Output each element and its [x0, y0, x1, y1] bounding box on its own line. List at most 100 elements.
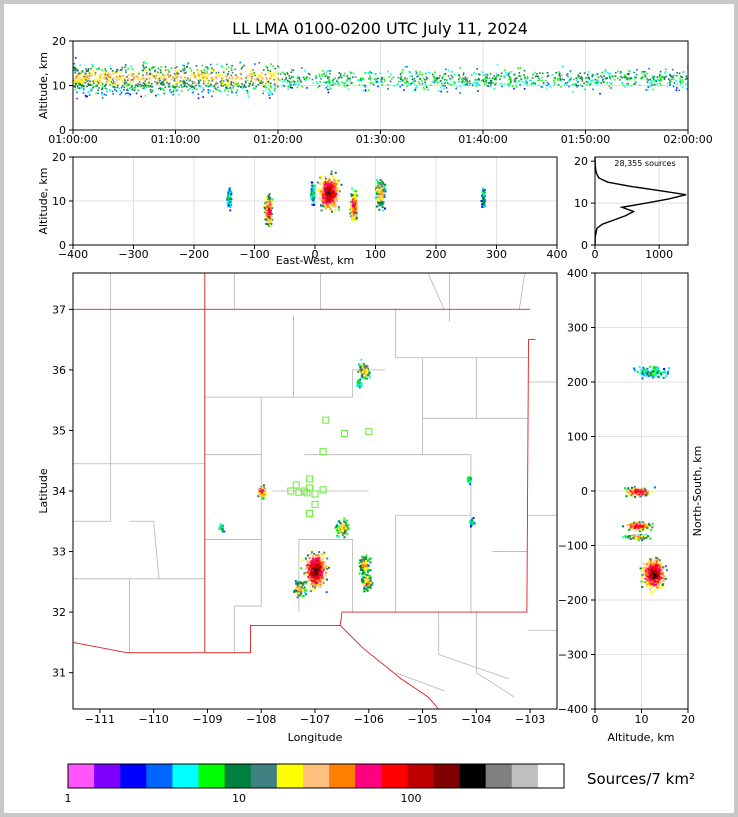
time-source-mark	[112, 82, 114, 85]
map-source-mark	[467, 479, 470, 482]
ew-source-mark	[271, 219, 274, 222]
ew-source-mark	[324, 208, 327, 211]
time-source-mark	[669, 74, 672, 76]
time-source-mark	[214, 83, 217, 85]
time-source-mark	[173, 86, 175, 89]
ew-source-mark	[329, 205, 332, 208]
time-source-mark	[547, 74, 549, 77]
map-source-mark	[320, 578, 323, 581]
time-source-mark	[90, 89, 93, 92]
time-source-mark	[328, 79, 330, 81]
map-source-mark	[300, 586, 303, 589]
time-source-mark	[273, 78, 275, 81]
time-source-mark	[424, 83, 427, 86]
map-source-mark	[263, 495, 266, 498]
ew-source-mark	[375, 178, 378, 181]
time-source-mark	[245, 89, 247, 92]
map-source-mark	[362, 563, 365, 566]
ew-source-mark	[482, 203, 485, 206]
map-source-mark	[467, 476, 470, 479]
time-source-mark	[431, 81, 433, 83]
time-source-mark	[246, 78, 248, 81]
ns-source-mark	[656, 369, 659, 372]
map-source-mark	[363, 367, 366, 370]
time-source-mark	[128, 83, 131, 86]
map-source-mark	[324, 565, 327, 568]
time-source-mark	[532, 73, 534, 76]
ew-source-mark	[378, 196, 381, 199]
time-source-mark	[561, 65, 564, 68]
time-source-mark	[185, 85, 188, 88]
ew-source-mark	[334, 195, 337, 198]
time-source-mark	[289, 86, 292, 89]
time-source-mark	[328, 76, 330, 79]
time-source-mark	[404, 77, 406, 79]
ew-source-mark	[312, 198, 315, 201]
ew-source-mark	[226, 202, 229, 205]
time-source-mark	[224, 83, 226, 86]
time-source-mark	[172, 90, 175, 93]
map-source-mark	[361, 569, 364, 572]
map-source-mark	[368, 577, 371, 580]
map-source-mark	[259, 486, 262, 489]
time-source-mark	[617, 77, 619, 79]
map-source-mark	[363, 589, 366, 592]
time-source-mark	[514, 79, 517, 81]
time-source-mark	[346, 78, 349, 81]
time-source-mark	[459, 76, 461, 79]
map-source-mark	[363, 371, 366, 374]
map-source-mark	[364, 566, 367, 569]
time-source-mark	[159, 79, 162, 82]
time-source-mark	[92, 82, 95, 84]
time-source-mark	[138, 72, 140, 75]
time-source-mark	[142, 64, 144, 67]
time-source-mark	[627, 82, 630, 85]
ew-source-mark	[324, 185, 327, 188]
ew-source-mark	[268, 222, 271, 225]
time-source-mark	[581, 85, 584, 88]
time-source-mark	[258, 75, 261, 78]
time-source-mark	[439, 74, 441, 77]
time-source-mark	[123, 86, 126, 89]
time-source-mark	[143, 61, 145, 64]
time-source-mark	[545, 88, 548, 91]
ew-source-mark	[377, 199, 380, 202]
time-source-mark	[551, 74, 553, 76]
time-source-mark	[125, 82, 128, 85]
time-source-mark	[251, 73, 254, 75]
time-source-mark	[614, 75, 617, 77]
map-source-mark	[360, 374, 363, 377]
time-source-mark	[682, 81, 684, 84]
time-source-mark	[145, 66, 147, 69]
map-source-mark	[309, 590, 312, 593]
time-source-mark	[221, 79, 224, 81]
map-source-mark	[313, 553, 316, 556]
time-source-mark	[274, 87, 277, 90]
time-source-mark	[508, 85, 510, 87]
time-source-mark	[546, 72, 549, 74]
time-source-mark	[170, 91, 173, 94]
time-source-mark	[399, 85, 402, 88]
ew-source-mark	[351, 219, 354, 222]
time-source-mark	[400, 75, 403, 78]
time-source-mark	[140, 95, 143, 98]
time-source-mark	[137, 83, 139, 85]
time-source-mark	[87, 91, 89, 94]
time-source-mark	[253, 72, 256, 74]
time-source-mark	[129, 79, 132, 81]
ew-source-mark	[316, 181, 319, 184]
time-source-mark	[409, 71, 411, 74]
time-source-mark	[478, 79, 481, 81]
ns-source-mark	[638, 366, 641, 369]
time-source-mark	[229, 77, 232, 80]
time-source-mark	[357, 79, 359, 82]
time-source-mark	[148, 83, 150, 85]
time-source-mark	[267, 75, 269, 77]
time-source-mark	[228, 84, 231, 86]
time-source-mark	[538, 84, 540, 86]
time-source-mark	[649, 82, 652, 84]
time-source-mark	[78, 74, 80, 77]
time-source-mark	[202, 96, 204, 98]
map-source-mark	[371, 583, 374, 586]
time-source-mark	[86, 77, 88, 80]
